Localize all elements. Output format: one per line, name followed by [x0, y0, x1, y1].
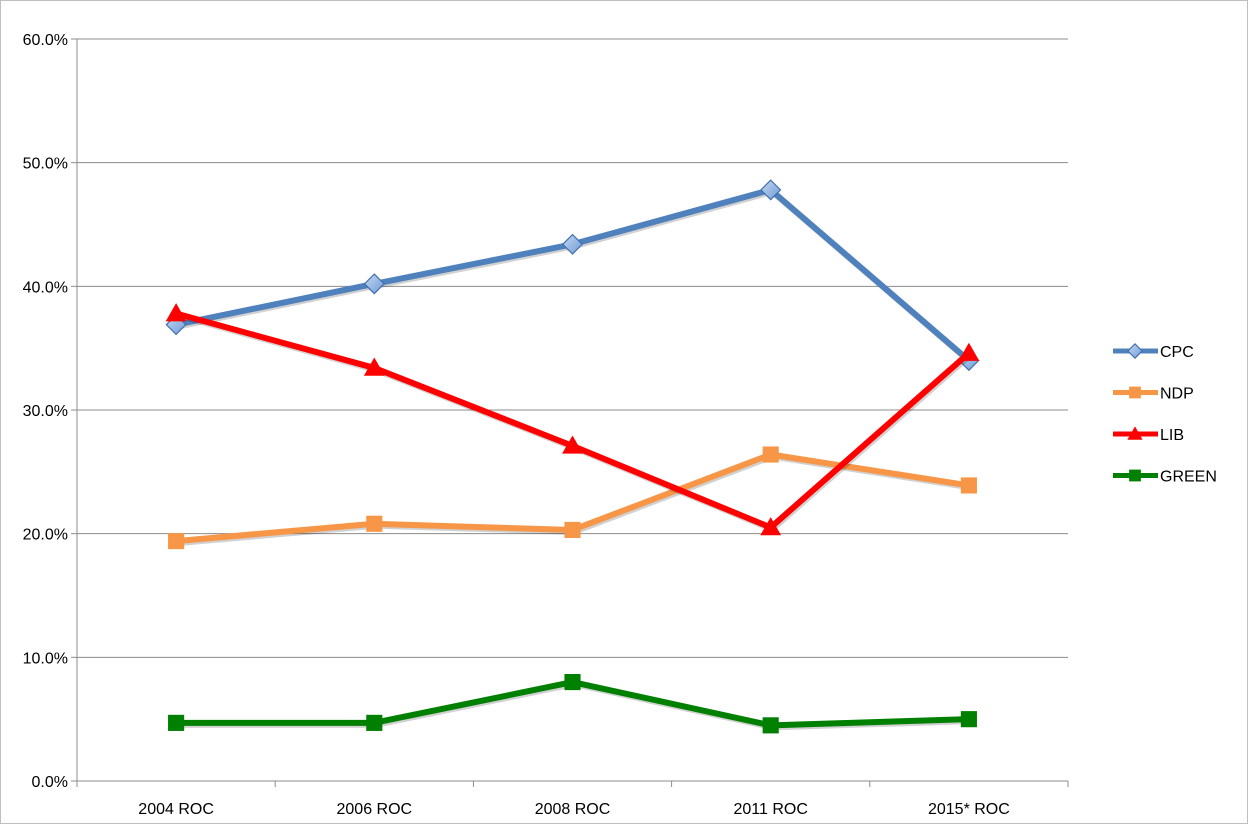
data-point: [760, 517, 782, 536]
legend-label: CPC: [1160, 344, 1194, 361]
data-point: [562, 435, 583, 454]
data-point: [363, 273, 385, 295]
legend-item-green: GREEN: [1113, 469, 1217, 486]
y-tick-label: 0.0%: [32, 774, 68, 791]
data-point: [168, 533, 185, 550]
data-point: [363, 357, 385, 376]
x-tick-label: 2008 ROC: [535, 801, 611, 818]
series-lib: [165, 303, 980, 536]
data-point: [366, 515, 383, 532]
data-point: [960, 477, 977, 494]
series-green: [168, 674, 977, 734]
data-point: [165, 303, 187, 322]
y-tick-label: 30.0%: [23, 403, 68, 420]
series-line-shadow: [174, 188, 974, 366]
data-point: [564, 674, 581, 691]
y-tick-label: 20.0%: [23, 527, 68, 544]
series-line: [173, 310, 972, 531]
data-point: [366, 714, 383, 731]
y-tick-label: 60.0%: [23, 32, 68, 49]
y-tick-label: 40.0%: [23, 279, 68, 296]
legend-marker: [1127, 426, 1143, 440]
legend-item-lib: LIB: [1113, 426, 1184, 444]
data-point: [168, 714, 185, 731]
data-point: [762, 717, 779, 734]
data-point: [762, 446, 779, 463]
legend-marker: [1129, 469, 1141, 482]
legend-label: NDP: [1160, 386, 1194, 403]
series-line: [173, 186, 972, 364]
x-tick-label: 2004 ROC: [138, 801, 214, 818]
x-tick-label: 2006 ROC: [337, 801, 413, 818]
gridlines: [77, 38, 1068, 658]
series-lines: [165, 179, 980, 734]
data-point: [561, 233, 584, 255]
legend: CPC NDP LIB GREEN: [1113, 343, 1217, 486]
axes: 0.0% 10.0% 20.0% 30.0% 40.0% 50.0% 60.0% 2004 R…: [23, 32, 1069, 818]
data-point: [958, 342, 980, 361]
legend-marker: [1129, 386, 1141, 399]
data-point: [564, 521, 581, 539]
y-tick-label: 10.0%: [23, 650, 68, 667]
legend-item-ndp: NDP: [1113, 386, 1194, 403]
x-tick-label: 2015* ROC: [928, 801, 1010, 818]
data-point: [760, 179, 782, 201]
x-tick-label: 2011 ROC: [733, 801, 807, 818]
legend-item-cpc: CPC: [1113, 343, 1194, 361]
data-point: [960, 711, 977, 728]
y-tick-label: 50.0%: [23, 156, 68, 173]
legend-label: GREEN: [1160, 469, 1217, 486]
legend-label: LIB: [1160, 427, 1184, 444]
legend-marker: [1127, 343, 1143, 359]
